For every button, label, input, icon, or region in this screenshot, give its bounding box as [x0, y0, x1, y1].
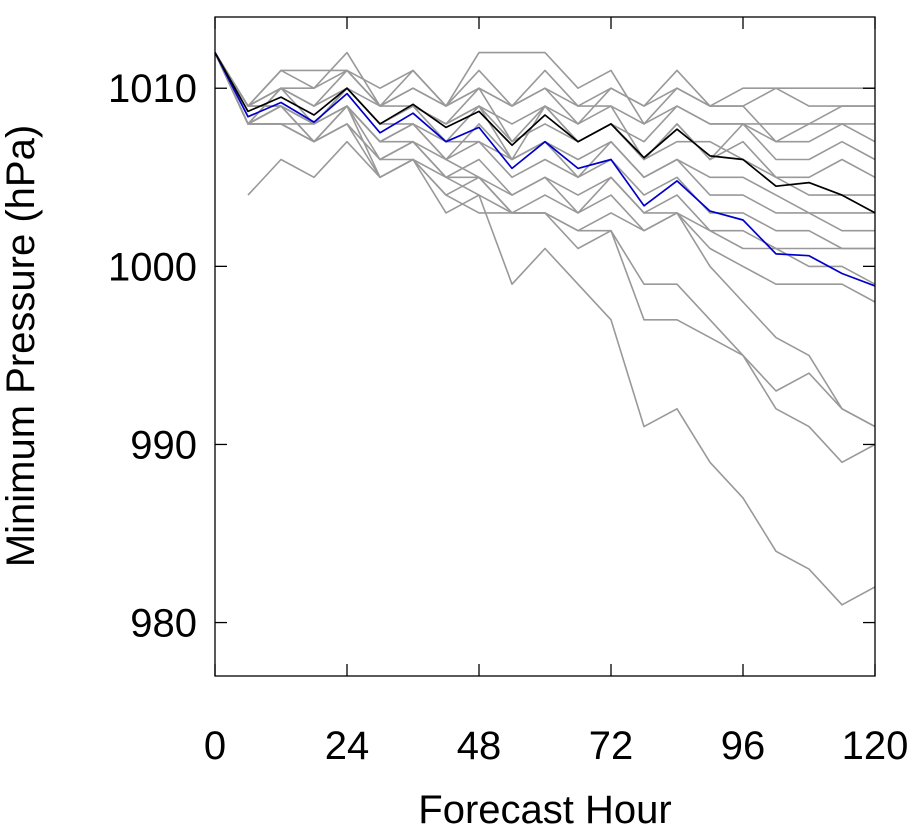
series-line-member-15: [214, 52, 876, 428]
x-tick-label-96: 96: [721, 724, 766, 768]
x-tick-label-48: 48: [457, 724, 502, 768]
x-tick-label-24: 24: [325, 724, 370, 768]
series-line-member-16: [214, 52, 876, 428]
y-tick-label-980: 980: [130, 602, 197, 646]
x-tick-label-120: 120: [842, 724, 909, 768]
series-line-member-3: [214, 51, 875, 125]
series-line-member-4: [214, 52, 875, 125]
series-line-blue-1: [214, 52, 876, 287]
x-tick-label-72: 72: [589, 724, 634, 768]
series-line-member-17: [214, 52, 876, 606]
x-tick-label-0: 0: [204, 724, 226, 768]
series-line-member-6: [214, 52, 876, 143]
y-axis-title: Minimum Pressure (hPa): [0, 125, 43, 567]
series-line-mean-0: [214, 52, 876, 214]
x-axis-title: Forecast Hour: [418, 788, 671, 827]
tick-marks: [214, 17, 876, 676]
y-tick-label-990: 990: [130, 423, 197, 467]
y-tick-label-1000: 1000: [108, 245, 197, 289]
plot-frame: [214, 16, 876, 677]
series-line-member-12: [214, 52, 875, 250]
tick-labels: 0 24 48 72 96 120 980 990 1000 1010: [108, 67, 908, 768]
series-line-member-2: [214, 52, 875, 107]
series-line-member-5: [214, 52, 875, 143]
series-line-member-10: [214, 52, 875, 214]
series-line-member-19: [247, 140, 875, 250]
series-layer: [214, 51, 876, 606]
y-tick-label-1010: 1010: [108, 67, 197, 111]
